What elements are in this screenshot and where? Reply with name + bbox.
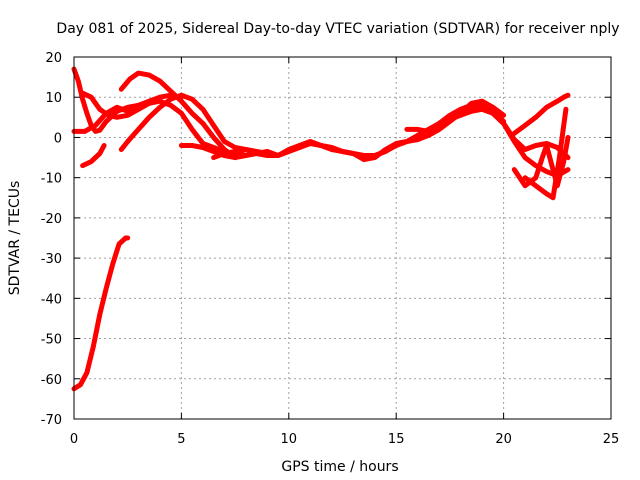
y-axis-label: SDTVAR / TECUs (7, 181, 23, 296)
series-line-arc-1 (71, 235, 131, 392)
y-tick-label: -40 (41, 292, 62, 307)
y-tick-label: -10 (41, 172, 62, 187)
y-tick-label: -60 (41, 373, 62, 388)
y-tick-label: -70 (41, 413, 62, 428)
x-tick-label: 5 (177, 432, 185, 447)
x-tick-label: 25 (603, 432, 620, 447)
series-line-arc-4 (80, 143, 107, 169)
series-line-arc-14 (522, 106, 569, 201)
chart-title: Day 081 of 2025, Sidereal Day-to-day VTE… (56, 21, 619, 37)
y-tick-label: -50 (41, 333, 62, 348)
y-tick-label: -30 (41, 252, 62, 267)
y-tick-label: 0 (54, 131, 62, 146)
y-tick-label: 20 (45, 51, 62, 66)
x-tick-label: 10 (281, 432, 298, 447)
plot-frame (73, 56, 612, 420)
series-line-arc-13 (511, 92, 571, 136)
series-line-arc-2 (71, 66, 184, 134)
y-tick-label: -20 (41, 212, 62, 227)
x-axis-label: GPS time / hours (281, 459, 398, 475)
x-tick-label: 15 (388, 432, 405, 447)
series-line-arc-7 (118, 70, 238, 161)
x-tick-label: 20 (495, 432, 512, 447)
series-line-arc-5 (80, 90, 249, 158)
y-tick-label: 10 (45, 91, 62, 106)
x-tick-label: 0 (70, 432, 78, 447)
axis-ticks: 0 5 10 15 20 25 -70 -60 -50 -40 -30 -20 -10 0 10 20 (41, 51, 620, 447)
data-series (71, 66, 571, 392)
